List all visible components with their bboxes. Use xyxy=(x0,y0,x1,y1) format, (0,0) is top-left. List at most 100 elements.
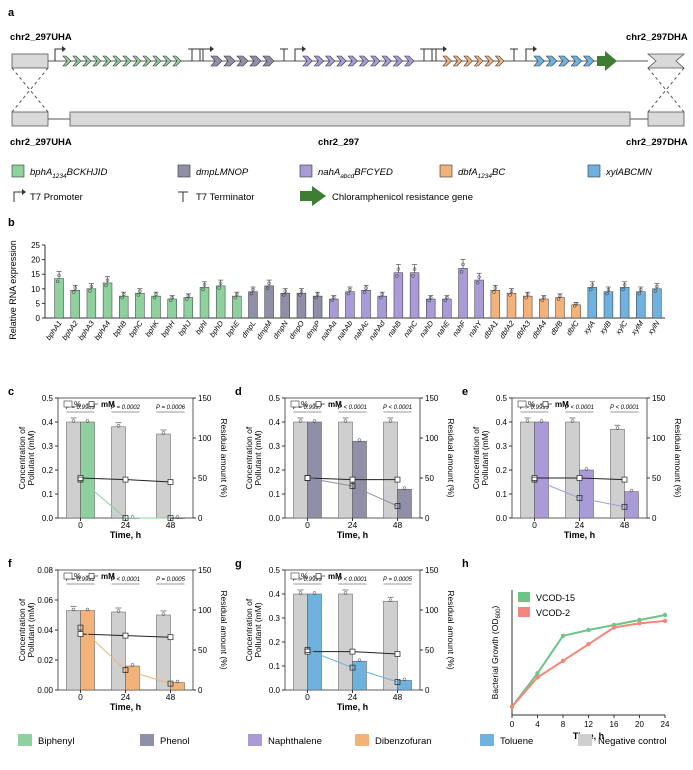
b-xtick-label: bphA1 xyxy=(44,319,64,342)
b-point xyxy=(105,278,110,282)
h-point xyxy=(560,633,566,639)
y2tick-label: 150 xyxy=(425,394,439,403)
y2tick-label: 0 xyxy=(425,514,430,523)
control-bar xyxy=(520,421,535,519)
b-point xyxy=(265,286,270,290)
b-point xyxy=(364,286,368,290)
b-point xyxy=(637,291,642,296)
h-point xyxy=(586,627,591,633)
b-xtick-label: nahC xyxy=(402,319,420,339)
chart-f: 0.00 0.02 0.04 0.06 0.08 0 50 100 150 Concentrati… xyxy=(17,566,229,712)
ytick-label: 0.1 xyxy=(269,662,281,671)
control-bar xyxy=(111,611,126,691)
control-point xyxy=(116,609,121,613)
control-pct-marker xyxy=(531,475,538,481)
control-point xyxy=(570,419,575,423)
treated-pct-marker xyxy=(531,476,538,483)
b-point xyxy=(412,267,417,271)
control-pct-marker xyxy=(349,648,356,655)
b-bar xyxy=(361,290,371,319)
panel-label-e: e xyxy=(462,386,468,398)
legend-pct-swatch xyxy=(63,572,73,580)
b-point xyxy=(314,295,318,300)
b-ytick-label: 0 xyxy=(36,314,41,323)
gene-arrow xyxy=(442,55,452,67)
gene-arrow xyxy=(102,55,112,67)
b-xtick-label: dbfA4 xyxy=(530,319,549,340)
panel-e: e 0.0 0.1 0.2 0.3 0.4 0.5 0 50 100 150 Concentrati… xyxy=(462,386,683,540)
control-bar xyxy=(383,600,398,691)
compound-legend: Biphenyl Phenol Naphthalene Dibenzofuran Tol… xyxy=(18,734,667,747)
ylabel-right: Residual amount (%) xyxy=(219,418,229,498)
p-value: P = 0.0002 xyxy=(111,405,141,411)
treated-point xyxy=(175,515,180,519)
b-point xyxy=(428,295,433,300)
legend-promoter: T7 Promoter xyxy=(30,192,83,203)
panel-label-a: a xyxy=(8,7,15,19)
ytick-label: 0.4 xyxy=(269,590,281,599)
b-bar xyxy=(232,295,242,319)
ytick-label: 0.4 xyxy=(42,418,54,427)
treated-point xyxy=(312,591,317,595)
treated-bar xyxy=(397,680,412,691)
b-point xyxy=(298,293,302,297)
ylabel-left-2: Pollutant (mM) xyxy=(26,430,36,485)
dha-top-label: chr2_297DHA xyxy=(626,32,688,43)
b-xtick-label: xylN xyxy=(645,319,662,337)
legend-bph: bphA1234BCKHJID xyxy=(30,167,107,180)
p-value: P = 0.9997 xyxy=(293,405,323,411)
gene-arrow xyxy=(545,55,558,67)
y2tick-label: 0 xyxy=(652,514,657,523)
b-point xyxy=(572,304,577,308)
y2tick-label: 50 xyxy=(198,474,207,483)
y2tick-label: 100 xyxy=(425,434,439,443)
treated-bar xyxy=(125,665,140,691)
ytick-label: 0.2 xyxy=(269,466,281,475)
xtick-label: 0 xyxy=(305,520,310,530)
b-point xyxy=(201,287,205,292)
control-pct-marker xyxy=(349,476,356,483)
h-xtick-label: 20 xyxy=(635,720,644,729)
promoter-arrowhead-icon xyxy=(443,46,447,52)
control-pct-marker xyxy=(167,479,174,485)
b-xtick-label: bphJ xyxy=(176,319,193,338)
panel-label-g: g xyxy=(235,558,242,570)
control-bar xyxy=(66,421,81,519)
ytick-label: 0.3 xyxy=(269,614,281,623)
ytick-label: 0.1 xyxy=(269,490,281,499)
h-point xyxy=(509,704,515,709)
xtick-label: 24 xyxy=(121,520,131,530)
ytick-label: 0.0 xyxy=(496,514,508,523)
b-point xyxy=(217,286,221,290)
promoter-icon xyxy=(435,48,443,61)
b-point xyxy=(267,281,271,286)
b-point xyxy=(378,295,383,300)
h-xtick-label: 4 xyxy=(535,720,540,729)
b-bar xyxy=(490,290,501,319)
b-xtick-label: dbfA3 xyxy=(514,318,533,340)
gene-arrow xyxy=(558,55,570,67)
compound-legend-label: Biphenyl xyxy=(38,736,74,747)
promoter-arrowhead-icon xyxy=(22,189,26,195)
panel-label-d: d xyxy=(235,386,242,398)
y2tick-label: 150 xyxy=(198,394,212,403)
ytick-label: 0.5 xyxy=(269,394,281,403)
b-point xyxy=(639,287,643,292)
treated-bar xyxy=(579,469,594,519)
ytick-label: 0.08 xyxy=(37,566,53,575)
gene-arrow xyxy=(112,55,122,67)
promoter-arrowhead-icon xyxy=(533,46,537,52)
b-point xyxy=(71,290,76,294)
legend-pct-label: % xyxy=(74,400,81,409)
ytick-label: 0.1 xyxy=(42,490,54,499)
h-legend-label: VCOD-2 xyxy=(536,608,570,618)
b-bar xyxy=(86,288,97,319)
h-point xyxy=(662,618,668,624)
xtick-label: 0 xyxy=(532,520,537,530)
y2tick-label: 100 xyxy=(198,434,212,443)
b-xtick-label: bphC xyxy=(127,319,145,339)
control-point xyxy=(298,591,303,595)
chart-g: 0.0 0.1 0.2 0.3 0.4 0.5 0 50 100 150 Concentration… xyxy=(244,566,456,712)
legend-pct-swatch xyxy=(517,400,527,408)
